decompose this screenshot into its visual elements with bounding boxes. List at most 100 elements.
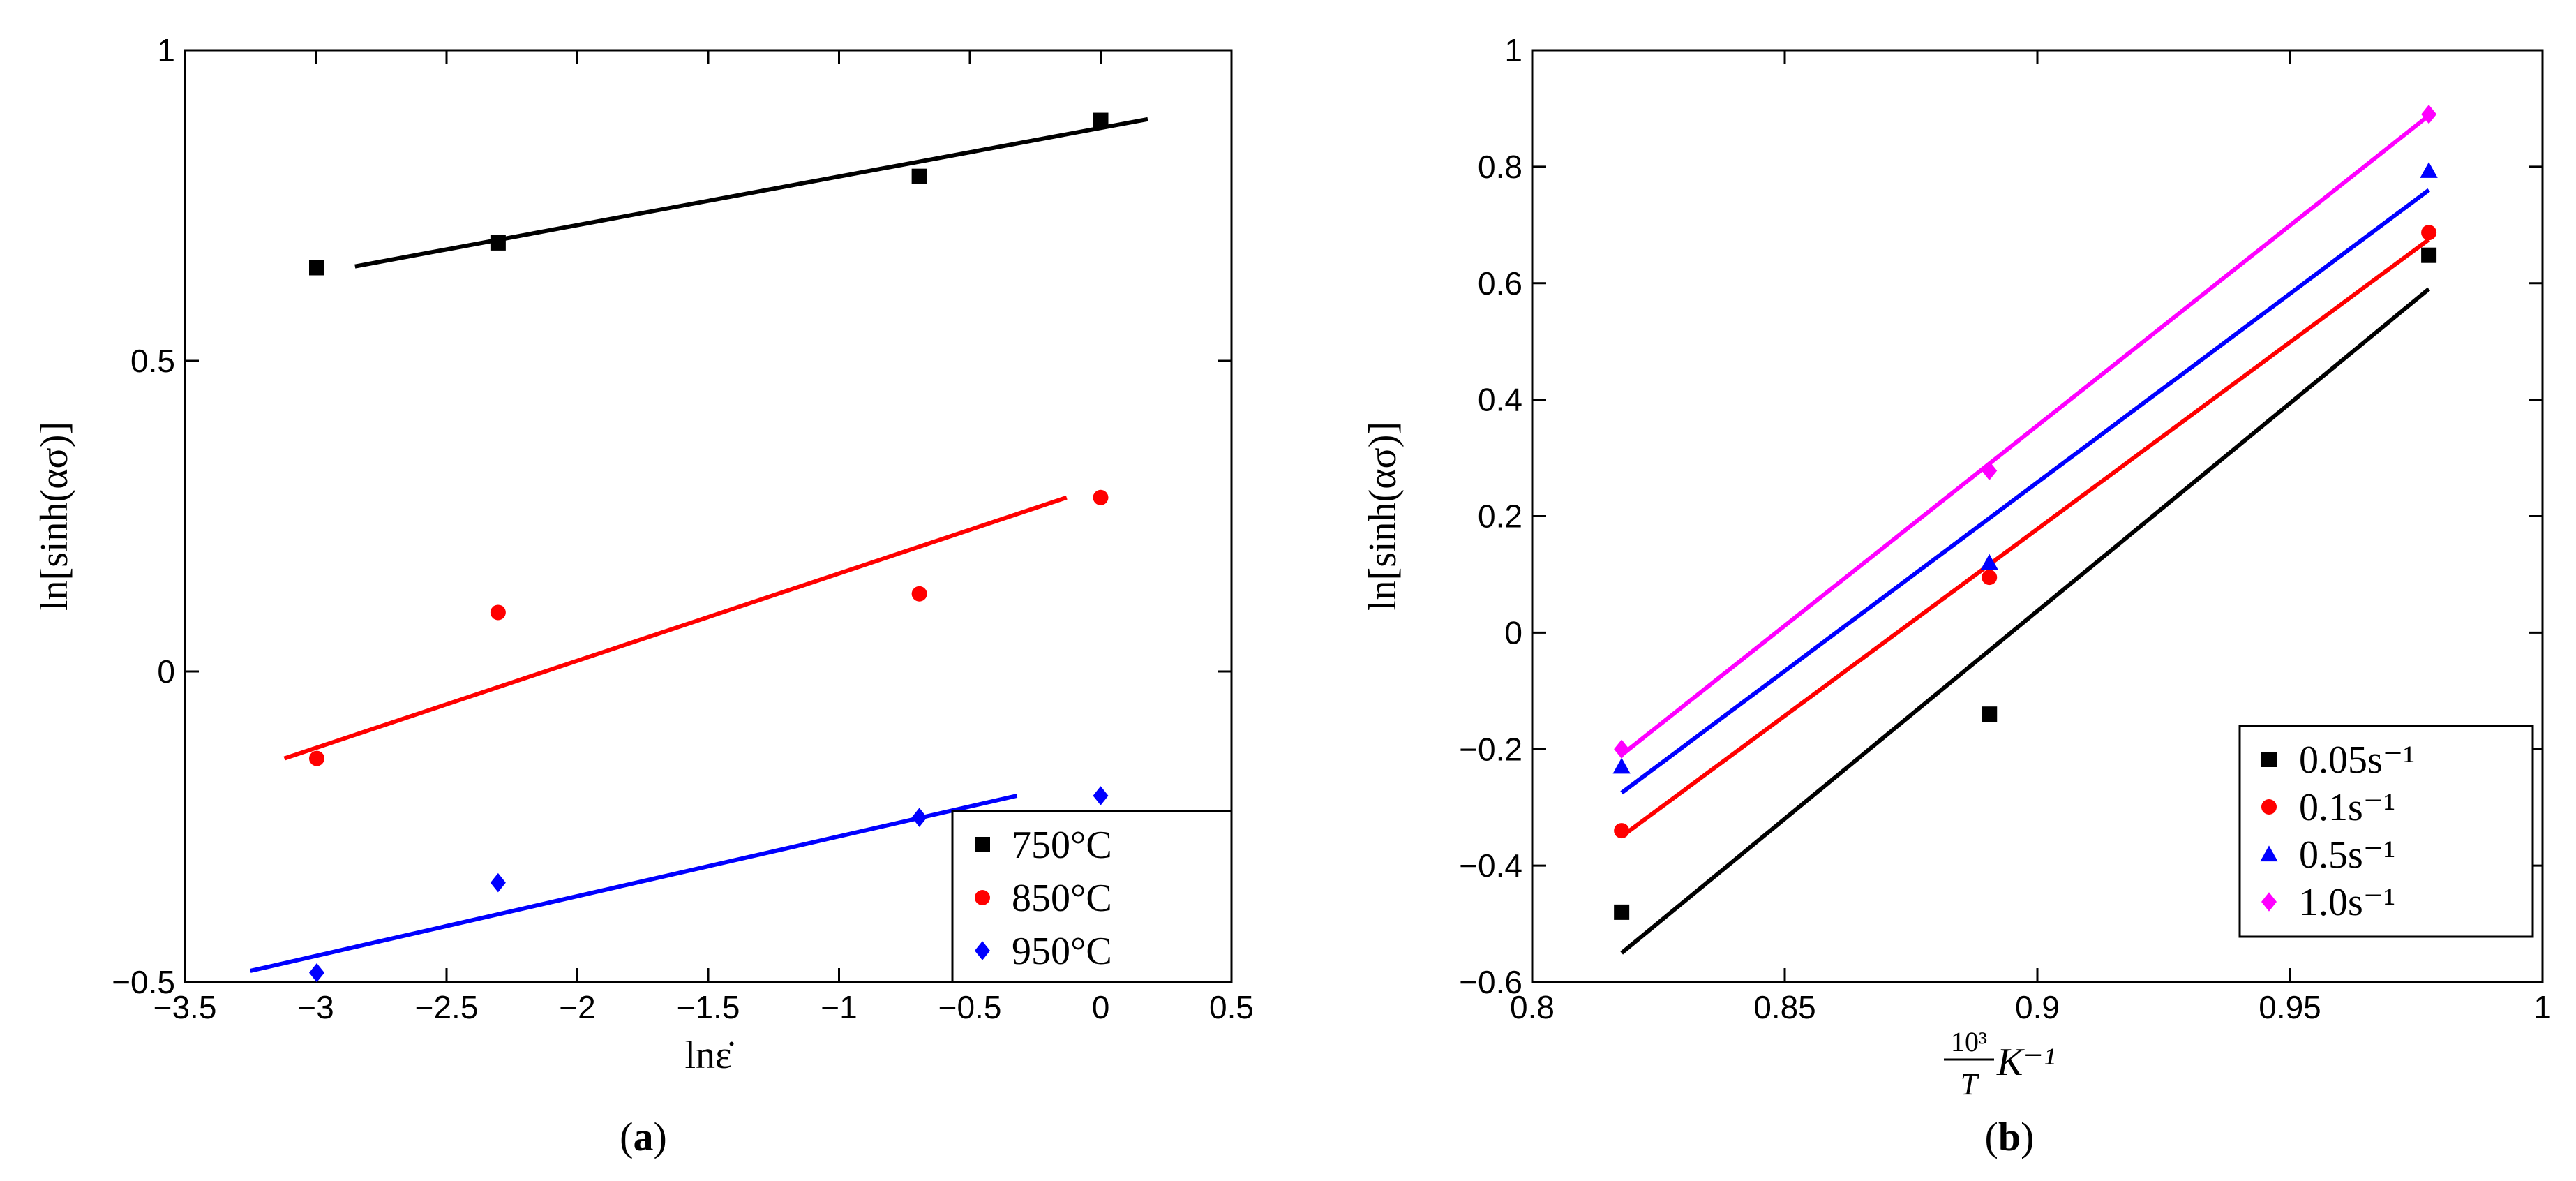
x-tick-label: −1.5: [677, 989, 740, 1025]
legend-label: 850°C: [1012, 877, 1112, 920]
y-tick-label: 1: [1504, 32, 1522, 68]
data-point: [911, 168, 927, 184]
panel-a-ticks: −3.5 −3 −2.5 −2 −1.5 −1 −0.5 0 0.5 −0.5 0 0.5 1: [112, 32, 1254, 1025]
x-tick-label: 0.5: [1209, 989, 1254, 1025]
panel-a: −3.5 −3 −2.5 −2 −1.5 −1 −0.5 0 0.5 −0.5 0 0.5 1 lnε̇…: [33, 32, 1254, 1159]
legend-marker: [2261, 799, 2277, 815]
data-point: [309, 260, 324, 276]
panel-a-caption: (a): [620, 1114, 667, 1159]
panel-b-y-axis-label: ln[sinh(ασ)]: [1361, 422, 1405, 611]
data-point: [911, 586, 927, 602]
fit-line: [250, 794, 1018, 973]
legend-label: 950°C: [1012, 930, 1112, 973]
data-point: [1093, 112, 1109, 128]
legend-label: 0.5s⁻¹: [2299, 833, 2395, 877]
panel-a-fit-lines: [250, 117, 1148, 973]
x-tick-label: 0: [1092, 989, 1110, 1025]
x-tick-label: 0.95: [2259, 989, 2321, 1025]
panel-b-caption-letter: b: [1998, 1114, 2021, 1159]
panel-a-caption-letter: a: [634, 1114, 654, 1159]
fit-line: [1620, 188, 2430, 795]
fit-line: [283, 495, 1068, 761]
data-point: [490, 872, 506, 893]
y-tick-label: 0.4: [1478, 382, 1522, 418]
panel-a-caption-close: ): [654, 1114, 667, 1159]
x-tick-label: −2: [559, 989, 595, 1025]
y-tick-label: 0.5: [130, 343, 175, 379]
x-tick-label: −1: [821, 989, 857, 1025]
data-point: [1093, 786, 1109, 805]
fit-line: [1620, 237, 2430, 838]
legend-label: 750°C: [1012, 824, 1112, 867]
legend-marker: [2261, 892, 2277, 912]
y-tick-label: 1: [157, 32, 175, 68]
panel-b: 0.8 0.85 0.9 0.95 1 −0.6 −0.4 −0.2 0 0.2 0.4 0.6 0.8…: [1361, 32, 2552, 1159]
y-tick-label: −0.2: [1459, 731, 1522, 767]
y-tick-label: 0: [1504, 614, 1522, 651]
legend-box: [2238, 725, 2534, 938]
data-point: [1614, 739, 1630, 759]
legend-box: [951, 810, 1233, 983]
panel-a-legend: 750°C 850°C 950°C: [951, 810, 1233, 983]
data-point: [2421, 247, 2437, 263]
legend-marker: [975, 890, 990, 905]
y-tick-label: 0.8: [1478, 149, 1522, 185]
y-tick-label: 0: [157, 653, 175, 690]
panel-b-fit-lines: [1620, 114, 2431, 955]
data-point: [309, 750, 324, 766]
x-tick-label: −0.5: [938, 989, 1002, 1025]
data-point: [490, 604, 506, 621]
legend-label: 0.1s⁻¹: [2299, 786, 2395, 829]
panel-b-x-axis-label-numerator: 10³: [1951, 1026, 1987, 1057]
y-tick-label: −0.5: [112, 964, 175, 1000]
x-tick-label: 1: [2533, 989, 2552, 1025]
y-tick-label: −0.6: [1459, 964, 1522, 1000]
data-point: [1980, 554, 1998, 570]
panel-b-caption-open: (: [1985, 1114, 1998, 1159]
data-point: [1982, 461, 1998, 481]
y-tick-label: 0.6: [1478, 265, 1522, 302]
legend-marker: [2260, 845, 2278, 862]
data-point: [911, 808, 927, 827]
panel-a-data-points: [309, 112, 1109, 983]
panel-a-caption-open: (: [620, 1114, 633, 1159]
data-point: [1982, 570, 1998, 586]
y-tick-label: 0.2: [1478, 498, 1522, 535]
panel-b-caption: (b): [1985, 1114, 2035, 1159]
data-point: [490, 235, 506, 251]
data-point: [2420, 162, 2438, 178]
x-tick-label: −3: [297, 989, 334, 1025]
fit-line: [1620, 114, 2430, 757]
legend-marker: [975, 837, 990, 852]
panel-b-ticks: 0.8 0.85 0.9 0.95 1 −0.6 −0.4 −0.2 0 0.2 0.4 0.6 0.8…: [1459, 32, 2552, 1025]
panel-b-legend: 0.05s⁻¹0.1s⁻¹0.5s⁻¹1.0s⁻¹: [2238, 725, 2534, 938]
panel-a-y-axis-label: ln[sinh(ασ)]: [33, 422, 76, 611]
panel-b-x-axis-label-denominator: T: [1961, 1067, 1980, 1101]
legend-marker: [2261, 752, 2277, 767]
panel-b-x-axis-label-unit: K⁻¹: [1996, 1041, 2055, 1084]
data-point: [2421, 225, 2437, 241]
x-tick-label: 0.8: [1510, 989, 1555, 1025]
x-tick-label: 0.9: [2015, 989, 2060, 1025]
legend-label: 1.0s⁻¹: [2299, 881, 2395, 924]
panel-b-data-points: [1612, 105, 2438, 920]
data-point: [1612, 757, 1631, 774]
fit-line: [1620, 287, 2431, 955]
data-point: [2421, 105, 2437, 124]
x-tick-label: −2.5: [415, 989, 479, 1025]
data-point: [1614, 823, 1630, 839]
panel-b-x-axis-label: 10³ T K⁻¹: [1944, 1026, 2055, 1101]
panel-a-x-axis-label: lnε̇: [684, 1034, 733, 1077]
y-tick-label: −0.4: [1459, 847, 1522, 884]
data-point: [1093, 489, 1109, 505]
fit-line: [354, 117, 1148, 269]
data-point: [309, 963, 324, 983]
legend-label: 0.05s⁻¹: [2299, 738, 2415, 782]
legend-marker: [975, 941, 990, 960]
data-point: [1982, 706, 1998, 722]
data-point: [1614, 904, 1630, 920]
panel-b-caption-close: ): [2021, 1114, 2034, 1159]
